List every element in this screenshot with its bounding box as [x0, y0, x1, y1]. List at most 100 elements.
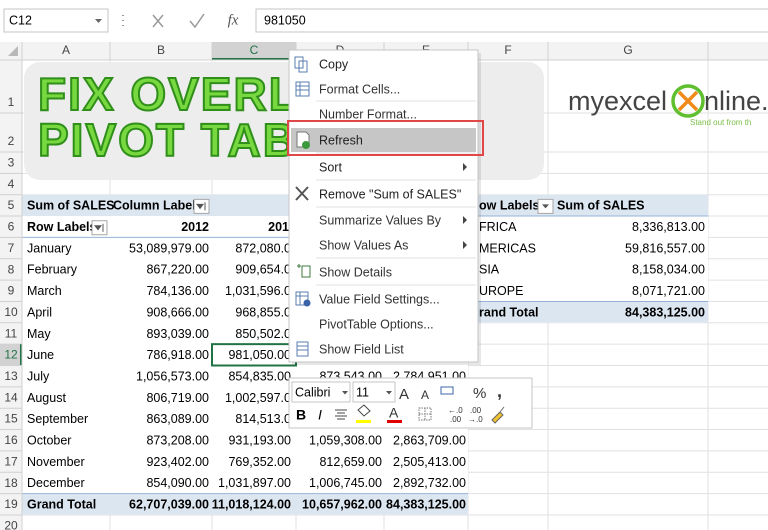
fill-icon[interactable] [357, 404, 371, 417]
row-header[interactable]: 7 [8, 241, 15, 255]
row-header[interactable]: 13 [4, 369, 18, 383]
enter-icon[interactable] [189, 13, 205, 29]
cell-text: 84,383,125.00 [625, 305, 705, 319]
row-header[interactable]: 5 [8, 198, 15, 212]
cell-text: January [27, 241, 72, 255]
row-header[interactable]: 8 [8, 262, 15, 276]
row-header[interactable]: 17 [4, 454, 18, 468]
submenu-arrow [463, 216, 467, 224]
menu-item[interactable]: Show Values As [319, 238, 408, 252]
shrink-font[interactable]: A [421, 388, 429, 402]
fieldlist-icon [296, 341, 309, 357]
row-header[interactable]: 9 [8, 284, 15, 298]
row-header[interactable]: 19 [4, 497, 18, 511]
cell-text: April [27, 305, 52, 319]
column-header[interactable]: B [157, 43, 165, 57]
copy-icon [294, 56, 308, 73]
column-header[interactable]: F [504, 43, 511, 57]
logo-tagline: Stand out from th [690, 118, 751, 127]
row-header[interactable]: 4 [8, 177, 15, 191]
accounting-icon[interactable] [440, 386, 454, 395]
column-header[interactable]: C [250, 43, 259, 57]
cell-text: rand Total [479, 305, 539, 319]
menu-item[interactable]: Remove "Sum of SALES" [319, 187, 461, 201]
row-header[interactable]: 11 [5, 326, 18, 340]
menu-item[interactable]: Copy [319, 57, 349, 71]
cell-text: 8,158,034.00 [632, 263, 705, 277]
menu-item[interactable]: Number Format... [319, 107, 417, 121]
row-header[interactable]: 16 [4, 433, 18, 447]
decimal-inc[interactable]: ←.0 [448, 406, 463, 415]
fx-icon[interactable]: fx [228, 12, 239, 28]
cell-text: 854,090.00 [146, 476, 209, 490]
menu-item[interactable]: Sort [319, 160, 342, 174]
menu-item[interactable]: Format Cells... [319, 82, 400, 96]
cell-text: 968,855.0 [235, 305, 291, 319]
column-header[interactable]: A [62, 43, 70, 57]
pivot-total-fill [22, 493, 468, 515]
name-box[interactable] [3, 8, 109, 33]
cell-text: ow Labels [479, 199, 539, 213]
row-header[interactable]: 1 [8, 95, 15, 109]
row-header[interactable]: 12 [4, 348, 18, 362]
filter-icon [196, 202, 206, 211]
row-header[interactable]: 14 [4, 390, 18, 404]
mini-toolbar: Calibri 11 A A% ,B I A ←.0.00.00→.0 [288, 377, 533, 429]
cell-text: Row Labels [27, 220, 97, 234]
comma-button[interactable]: , [497, 381, 502, 401]
logo-x [677, 90, 699, 112]
column-header-selected [212, 42, 296, 60]
percent-button[interactable]: % [473, 385, 486, 402]
cell-text: MERICAS [479, 241, 536, 255]
cancel-icon[interactable] [152, 14, 164, 28]
format-painter[interactable] [491, 406, 505, 424]
border-icon[interactable] [418, 407, 432, 421]
menu-item[interactable]: PivotTable Options... [319, 317, 434, 331]
row-header[interactable]: 3 [8, 156, 15, 170]
decimal-inc: .00 [450, 415, 462, 424]
fill-swatch [356, 420, 371, 423]
cell-text: June [27, 348, 54, 362]
pivot-total-fill [468, 301, 708, 323]
banner-title: FIX OVERLA [38, 68, 334, 120]
cell-text: 1,059,308.00 [309, 434, 382, 448]
menu-item[interactable]: Show Details [319, 265, 392, 279]
cell-text: December [27, 476, 85, 490]
menu-item[interactable]: Refresh [319, 133, 363, 147]
cell-text: 1,002,597.0 [225, 391, 291, 405]
decimal-dec: →.0 [468, 415, 483, 424]
dropdown-arrow[interactable] [95, 19, 102, 23]
name-box-text: C12 [9, 13, 32, 27]
font-box[interactable] [291, 381, 351, 403]
menu-item[interactable]: Show Field List [319, 342, 404, 356]
cell-text: FRICA [479, 220, 517, 234]
cell-text: 62,707,039.00 [129, 498, 209, 512]
size-box[interactable] [352, 381, 396, 403]
cell-text: 1,006,745.00 [309, 476, 382, 490]
bold-button[interactable]: B [296, 407, 306, 423]
cell-text: 2,863,709.00 [393, 434, 466, 448]
cell-text: October [27, 434, 71, 448]
row-header[interactable]: 10 [4, 305, 18, 319]
row-header[interactable]: 6 [8, 220, 15, 234]
cell-text: 908,666.00 [146, 305, 209, 319]
align-icon[interactable] [335, 409, 347, 420]
decimal-dec[interactable]: .00 [470, 406, 482, 415]
italic-button[interactable]: I [318, 407, 322, 423]
cell-text: Sum of SALES [557, 199, 645, 213]
select-all [8, 46, 18, 56]
cell-text: 863,089.00 [146, 412, 209, 426]
menu-item[interactable]: Value Field Settings... [319, 292, 440, 306]
menu-item[interactable]: Summarize Values By [319, 213, 442, 227]
cell-text: 786,918.00 [146, 348, 209, 362]
row-header[interactable]: 15 [4, 412, 18, 426]
column-header[interactable]: G [623, 43, 632, 57]
grow-font[interactable]: A [399, 386, 409, 403]
row-header[interactable]: 2 [8, 134, 15, 148]
logo-ring [671, 84, 705, 118]
row-header[interactable]: 20 [4, 518, 18, 530]
cell-text: 893,039.00 [146, 327, 209, 341]
formula-box[interactable] [255, 8, 768, 33]
row-header[interactable]: 18 [4, 476, 18, 490]
font-color-button[interactable]: A [389, 405, 399, 421]
